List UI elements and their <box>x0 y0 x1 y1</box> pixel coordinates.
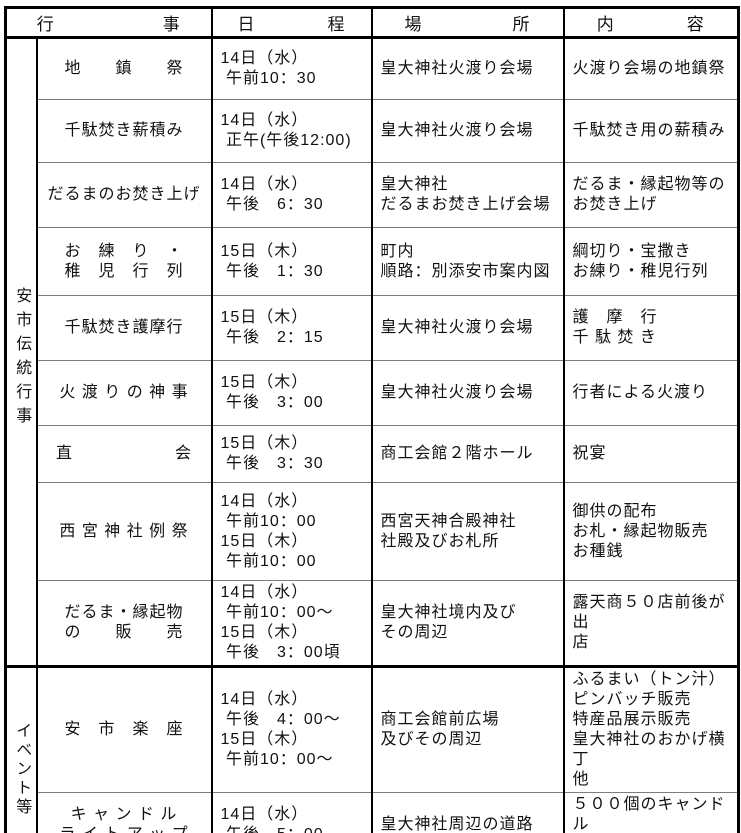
schedule-cell: 14日（水） 午後 5：00 <box>210 792 372 833</box>
schedule-cell: 15日（木） 午後 3：00 <box>210 360 372 426</box>
event-cell: キ ャ ン ド ル ラ イ ト ア ッ プ <box>35 792 212 833</box>
table-row-hiwatari: 火 渡 り の 神 事 15日（木） 午後 3：00 皇大神社火渡り会場 行者に… <box>6 360 739 426</box>
event-schedule-table: 行 事 日 程 場 所 内 容 安市伝統行事 地 鎮 祭 14日（水） 午前10… <box>4 6 740 833</box>
schedule-cell: 15日（木） 午後 2：15 <box>210 295 372 361</box>
schedule-cell: 15日（木） 午後 3：30 <box>210 425 372 483</box>
schedule-cell: 14日（水） 午前10：00 15日（木） 午前10：00 <box>210 482 372 581</box>
schedule-cell: 15日（木） 午後 1：30 <box>210 227 372 296</box>
place-cell: 商工会館２階ホール <box>370 425 564 483</box>
table-row-candle: キ ャ ン ド ル ラ イ ト ア ッ プ 14日（水） 午後 5：00 皇大神… <box>6 792 739 833</box>
event-cell: 地 鎮 祭 <box>35 37 212 100</box>
group-label-events-etc: イベント等 <box>5 665 37 833</box>
place-cell: 皇大神社火渡り会場 <box>370 37 564 100</box>
place-cell: 皇大神社境内及び その周辺 <box>370 580 564 667</box>
schedule-cell: 14日（水） 午前10：30 <box>210 37 372 100</box>
table-row-oneri: お 練 り ・ 稚 児 行 列 15日（木） 午後 1：30 町内 順路：別添安… <box>6 227 739 296</box>
event-cell: 西 宮 神 社 例 祭 <box>35 482 212 581</box>
column-header-place: 場 所 <box>370 7 564 39</box>
place-cell: 皇大神社周辺の道路 <box>370 792 564 833</box>
content-cell: 護 摩 行 千 駄 焚 き <box>562 295 739 361</box>
group-label-text: イベント等 <box>13 722 31 817</box>
content-cell: ふるまい（トン汁） ピンバッチ販売 特産品展示販売 皇大神社のおかげ横丁 他 <box>562 665 739 793</box>
place-cell: 町内 順路：別添安市案内図 <box>370 227 564 296</box>
event-cell: 千駄焚き護摩行 <box>35 295 212 361</box>
content-cell: 行者による火渡り <box>562 360 739 426</box>
column-header-content: 内 容 <box>562 7 739 39</box>
place-cell: 西宮天神合殿神社 社殿及びお札所 <box>370 482 564 581</box>
table-row-otakiage: だるまのお焚き上げ 14日（水） 午後 6：30 皇大神社 だるまお焚き上げ会場… <box>6 162 739 228</box>
table-row-rakuza: イベント等 安 市 楽 座 14日（水） 午後 4：00～ 15日（木） 午前1… <box>5 665 739 833</box>
group-label-traditional-events: 安市伝統行事 <box>6 38 37 667</box>
event-cell: 火 渡 り の 神 事 <box>35 360 212 426</box>
table-row-takigimi: 千駄焚き薪積み 14日（水） 正午(午後12:00) 皇大神社火渡り会場 千駄焚… <box>6 99 739 163</box>
event-cell: だるま・縁起物 の 販 売 <box>35 580 212 667</box>
column-header-schedule: 日 程 <box>210 7 372 39</box>
content-cell: 千駄焚き用の薪積み <box>562 99 739 163</box>
event-cell: お 練 り ・ 稚 児 行 列 <box>35 227 212 296</box>
event-cell: 直 会 <box>35 425 212 483</box>
content-cell: 祝宴 <box>562 425 739 483</box>
place-cell: 皇大神社 だるまお焚き上げ会場 <box>370 162 564 228</box>
content-cell: 綱切り・宝撒き お練り・稚児行列 <box>562 227 739 296</box>
table-header-row: 行 事 日 程 場 所 内 容 <box>5 7 739 39</box>
table-row-jichinsai: 安市伝統行事 地 鎮 祭 14日（水） 午前10：30 皇大神社火渡り会場 火渡… <box>6 37 739 431</box>
group-label-text: 安市伝統行事 <box>13 287 31 431</box>
place-cell: 皇大神社火渡り会場 <box>370 360 564 426</box>
table-row-naorai: 直 会 15日（木） 午後 3：30 商工会館２階ホール 祝宴 <box>6 425 739 483</box>
event-cell: だるまのお焚き上げ <box>35 162 212 228</box>
table-row-daruma-hanbai: だるま・縁起物 の 販 売 14日（水） 午前10：00～ 15日（木） 午後 … <box>6 580 739 667</box>
table-row-nishinomiya: 西 宮 神 社 例 祭 14日（水） 午前10：00 15日（木） 午前10：0… <box>6 482 739 581</box>
schedule-cell: 14日（水） 正午(午後12:00) <box>210 99 372 163</box>
place-cell: 皇大神社火渡り会場 <box>370 99 564 163</box>
event-cell: 千駄焚き薪積み <box>35 99 212 163</box>
schedule-cell: 14日（水） 午後 4：00～ 15日（木） 午前10：00～ <box>210 665 372 793</box>
content-cell: だるま・縁起物等の お焚き上げ <box>562 162 739 228</box>
event-cell: 安 市 楽 座 <box>35 665 212 793</box>
content-cell: 御供の配布 お札・縁起物販売 お種銭 <box>562 482 739 581</box>
column-header-event: 行 事 <box>5 7 212 39</box>
place-cell: 商工会館前広場 及びその周辺 <box>370 665 564 793</box>
content-cell: 火渡り会場の地鎮祭 <box>562 37 739 100</box>
content-cell: ５００個のキャンドル で安市の夜を演出 <box>562 792 739 833</box>
schedule-cell: 14日（水） 午前10：00～ 15日（木） 午後 3：00頃 <box>210 580 372 667</box>
place-cell: 皇大神社火渡り会場 <box>370 295 564 361</box>
table-row-gomagyo: 千駄焚き護摩行 15日（木） 午後 2：15 皇大神社火渡り会場 護 摩 行 千… <box>6 295 739 361</box>
schedule-cell: 14日（水） 午後 6：30 <box>210 162 372 228</box>
content-cell: 露天商５０店前後が出 店 <box>562 580 739 667</box>
